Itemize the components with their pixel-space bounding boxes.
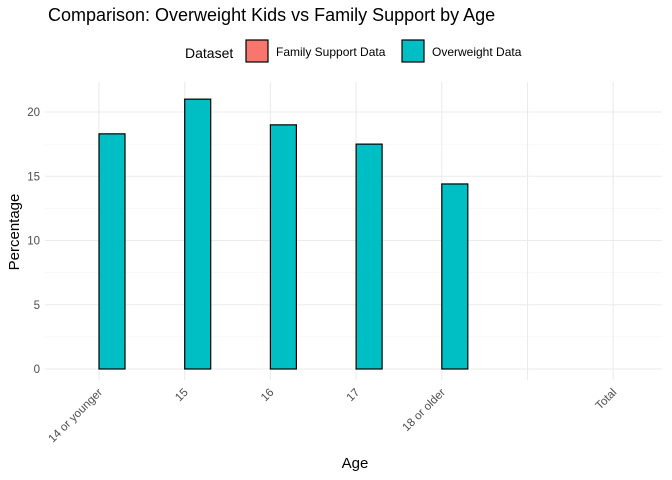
bar-overweight <box>441 183 469 370</box>
y-axis-ticks: 0 5 10 15 20 <box>27 107 40 376</box>
legend-swatch <box>401 39 425 63</box>
bar-overweight <box>355 143 383 370</box>
x-tick-label: 15 <box>173 387 191 405</box>
y-tick-label: 5 <box>34 300 40 312</box>
grid <box>45 82 662 380</box>
legend-label: Overweight Data <box>432 45 522 59</box>
bar-overweight <box>184 98 212 370</box>
bar-overweight <box>98 133 126 370</box>
legend: Dataset Family Support Data Overweight Da… <box>185 39 522 63</box>
x-tick-label: 14 or younger <box>46 387 105 446</box>
bar-overweight <box>269 124 297 370</box>
bars <box>98 98 469 370</box>
x-tick-label: Total <box>594 387 620 413</box>
y-tick-label: 20 <box>27 107 40 119</box>
legend-swatch <box>245 39 269 63</box>
x-tick-label: 18 or older <box>401 387 448 434</box>
x-axis-title: Age <box>342 455 369 472</box>
legend-label: Family Support Data <box>276 45 386 59</box>
x-axis-ticks: 14 or younger 15 16 17 18 or older Total <box>46 387 619 446</box>
legend-title: Dataset <box>185 45 233 61</box>
legend-items: Family Support Data Overweight Data <box>245 39 522 63</box>
y-tick-label: 15 <box>27 171 40 183</box>
x-tick-label: 16 <box>259 387 277 405</box>
y-tick-label: 10 <box>27 236 40 248</box>
y-axis-title: Percentage <box>6 194 23 271</box>
x-tick-label: 17 <box>345 387 363 405</box>
y-tick-label: 0 <box>34 364 40 376</box>
chart-title: Comparison: Overweight Kids vs Family Su… <box>48 5 495 25</box>
